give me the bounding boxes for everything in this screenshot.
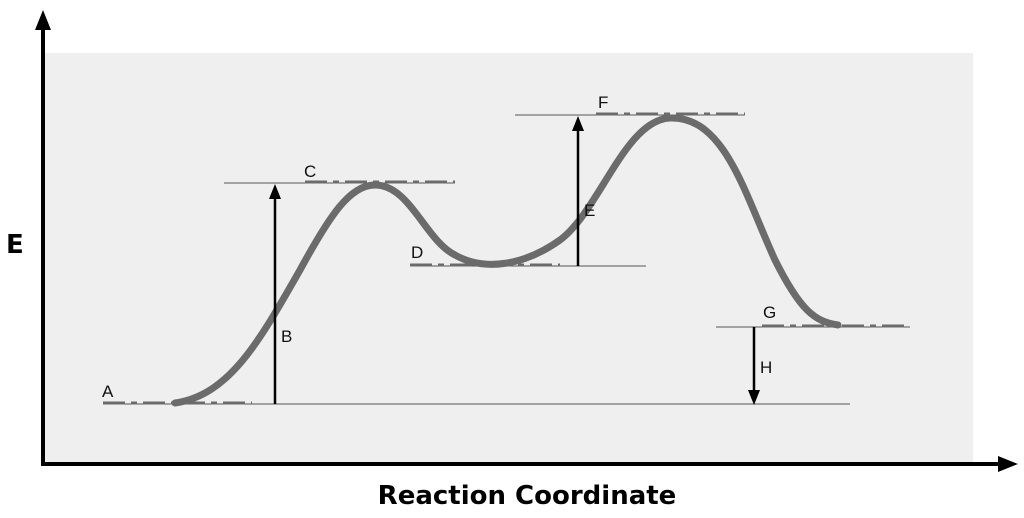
label-e: E [584,201,595,220]
arrow-h-head [748,390,760,405]
label-b: B [281,327,292,346]
y-axis-title: E [6,230,24,260]
label-g: G [763,303,776,322]
arrow-b-head [269,184,281,199]
label-d: D [411,243,423,262]
y-axis-arrowhead [35,10,51,30]
label-h: H [760,358,772,377]
arrow-e-head [572,116,584,131]
axes [35,10,1018,472]
energy-arrows [269,116,760,405]
label-c: C [304,162,316,181]
label-a: A [102,382,114,401]
energy-curve [171,114,842,407]
x-axis-arrowhead [998,456,1018,472]
label-f: F [598,93,608,112]
x-axis-title: Reaction Coordinate [378,481,677,511]
